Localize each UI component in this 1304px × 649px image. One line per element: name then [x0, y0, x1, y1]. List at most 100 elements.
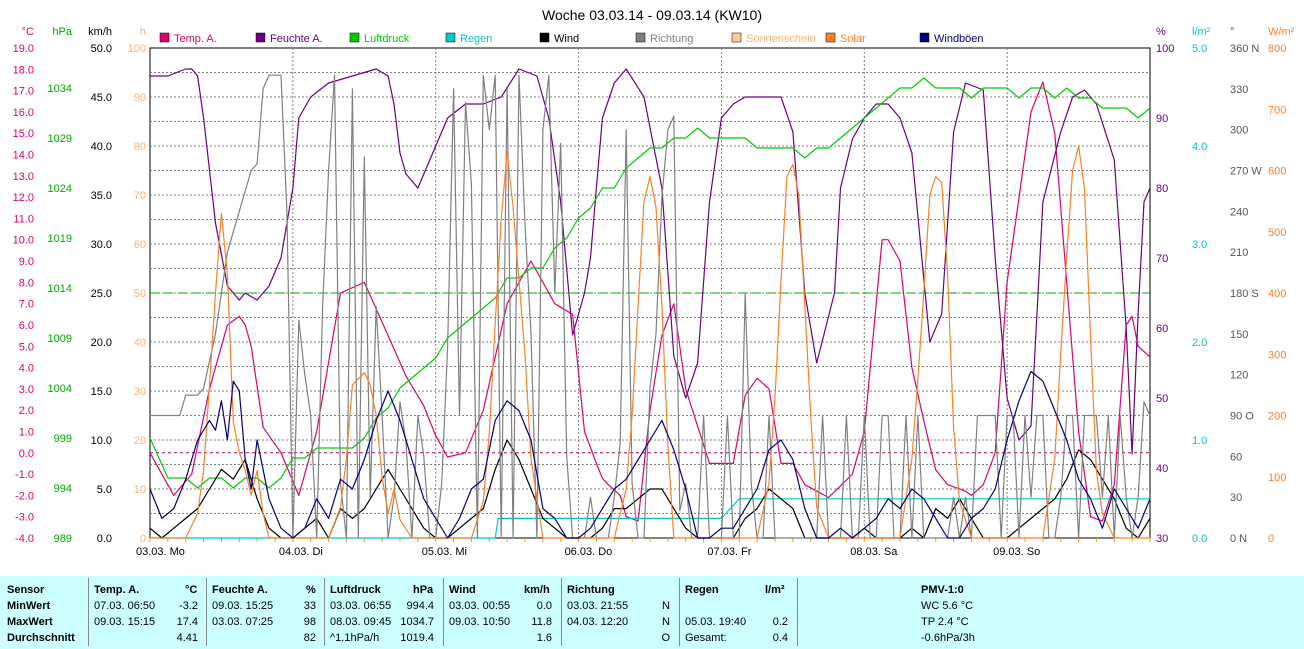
stats-press-title: Luftdruck [330, 584, 381, 596]
weather-chart: Woche 03.03.14 - 09.03.14 (KW10) Temp. A… [12, 7, 1295, 558]
sunshine-tick-label: 100 [128, 43, 146, 55]
temp-tick-label: 2.0 [19, 405, 34, 417]
chart-axes: °C 19.0 18.0 17.0 16.0 15.0 14.0 13.0 12.0 11.0 10… [13, 26, 1295, 545]
chart-title: Woche 03.03.14 - 09.03.14 (KW10) [542, 7, 762, 23]
legend-label-richtung: Richtung [650, 33, 693, 45]
sunshine-tick-label: 60 [134, 239, 146, 251]
direction-tick-label: 270 W [1230, 166, 1262, 178]
stats-temp-min-value: -3.2 [179, 600, 198, 612]
stats-pmv-tp: TP 2.4 °C [921, 616, 969, 628]
temp-tick-label: 5.0 [19, 341, 34, 353]
x-tick-label: 07.03. Fr [707, 546, 751, 558]
legend-swatch-wind [539, 32, 550, 43]
humidity-tick-label: 80 [1156, 183, 1168, 195]
stats-press-max-value: 1034.7 [400, 616, 434, 628]
rain-tick-label: 1.0 [1192, 435, 1207, 447]
sunshine-tick-label: 10 [134, 484, 146, 496]
wind-tick-label: 20.0 [91, 337, 112, 349]
stats-press-min-time: 03.03. 06:55 [330, 600, 392, 612]
stats-press-trend: ^1.1hPa/h [330, 632, 380, 644]
stats-temp-max-value: 17.4 [176, 616, 198, 628]
pressure-tick-label: 1004 [48, 383, 72, 395]
stats-label-max: MaxWert [7, 616, 53, 628]
direction-axis-unit: ° [1230, 26, 1234, 38]
temp-tick-label: 9.0 [19, 256, 34, 268]
wind-tick-label: 10.0 [91, 435, 112, 447]
stats-label-sensor: Sensor [7, 584, 45, 596]
stats-wind-max-time: 09.03. 10:50 [449, 616, 511, 628]
temp-tick-label: 13.0 [13, 171, 34, 183]
wind-tick-label: 30.0 [91, 239, 112, 251]
sunshine-tick-label: 20 [134, 435, 146, 447]
stats-divider [797, 578, 798, 646]
x-tick-label: 03.03. Mo [136, 546, 185, 558]
stats-label-min: MinWert [7, 600, 51, 612]
temp-tick-label: 14.0 [13, 150, 34, 162]
direction-tick-label: 180 S [1230, 288, 1259, 300]
pressure-tick-label: 989 [54, 533, 72, 545]
direction-tick-label: 120 [1230, 370, 1248, 382]
stats-pmv-title: PMV-1:0 [921, 584, 964, 596]
pressure-tick-label: 1029 [48, 133, 72, 145]
stats-pmv-trend: -0.6hPa/3h [921, 632, 975, 644]
stats-pmv-wc: WC 5.6 °C [921, 600, 974, 612]
stats-dir-min-time: 03.03. 21:55 [567, 600, 629, 612]
rain-tick-label: 5.0 [1192, 43, 1207, 55]
temp-tick-label: 19.0 [13, 43, 34, 55]
legend-swatch-windb-en [919, 32, 930, 43]
pressure-tick-label: 999 [54, 433, 72, 445]
humidity-tick-label: 90 [1156, 113, 1168, 125]
temp-tick-label: 17.0 [13, 86, 34, 98]
solar-tick-label: 700 [1268, 104, 1286, 116]
x-tick-label: 06.03. Do [565, 546, 613, 558]
pressure-tick-label: 1034 [48, 83, 72, 95]
legend-swatch-feuchte-a [255, 32, 266, 43]
solar-tick-label: 400 [1268, 288, 1286, 300]
stats-wind-unit: km/h [524, 584, 550, 596]
temp-tick-label: 10.0 [13, 235, 34, 247]
legend-swatch-temp-a [159, 32, 170, 43]
solar-tick-label: 300 [1268, 349, 1286, 361]
temp-tick-label: 11.0 [13, 213, 34, 225]
stats-rain-total-label: Gesamt: [685, 632, 727, 644]
humidity-tick-label: 50 [1156, 393, 1168, 405]
x-tick-label: 08.03. Sa [850, 546, 898, 558]
stats-temp-max-time: 09.03. 15:15 [94, 616, 156, 628]
stats-wind-avg-value: 1.6 [536, 632, 552, 644]
direction-tick-label: 150 [1230, 329, 1248, 341]
temp-tick-label: 18.0 [13, 64, 34, 76]
stats-press-unit: hPa [413, 584, 434, 596]
stats-hum-unit: % [306, 584, 316, 596]
stats-dir-title: Richtung [567, 584, 615, 596]
pressure-tick-label: 1024 [48, 183, 72, 195]
chart-legend: Temp. A. Feuchte A. Luftdruck Regen Wind Rich… [159, 32, 984, 45]
x-axis-labels: 03.03. Mo 04.03. Di 05.03. Mi 06.03. Do 07.0… [136, 546, 1040, 558]
pressure-tick-label: 1014 [48, 283, 72, 295]
solar-tick-label: 0 [1268, 533, 1274, 545]
pressure-tick-label: 1019 [48, 233, 72, 245]
stats-divider [561, 578, 562, 646]
direction-tick-label: 90 O [1230, 411, 1254, 423]
humidity-tick-label: 100 [1156, 43, 1174, 55]
humidity-tick-label: 40 [1156, 463, 1168, 475]
rain-tick-label: 0.0 [1192, 533, 1207, 545]
series-temp-a-line [149, 81, 1151, 522]
legend-swatch-richtung [635, 32, 646, 43]
x-tick-label: 04.03. Di [279, 546, 323, 558]
solar-tick-label: 100 [1268, 472, 1286, 484]
sunshine-tick-label: 50 [134, 288, 146, 300]
temp-axis-unit: °C [22, 26, 34, 38]
stats-divider [88, 578, 89, 646]
wind-tick-label: 15.0 [91, 386, 112, 398]
stats-press-max-time: 08.03. 09:45 [330, 616, 392, 628]
wind-axis-unit: km/h [88, 26, 112, 38]
stats-hum-max-time: 03.03. 07:25 [212, 616, 274, 628]
stats-wind-max-value: 11.8 [531, 616, 552, 628]
legend-label-regen: Regen [460, 33, 492, 45]
stats-wind-min-value: 0.0 [536, 600, 552, 612]
humidity-axis-unit: % [1156, 26, 1166, 38]
stats-wind-title: Wind [449, 584, 476, 596]
solar-axis-unit: W/m² [1268, 26, 1295, 38]
temp-tick-label: 4.0 [19, 363, 34, 375]
stats-rain-total-value: 0.4 [772, 632, 788, 644]
